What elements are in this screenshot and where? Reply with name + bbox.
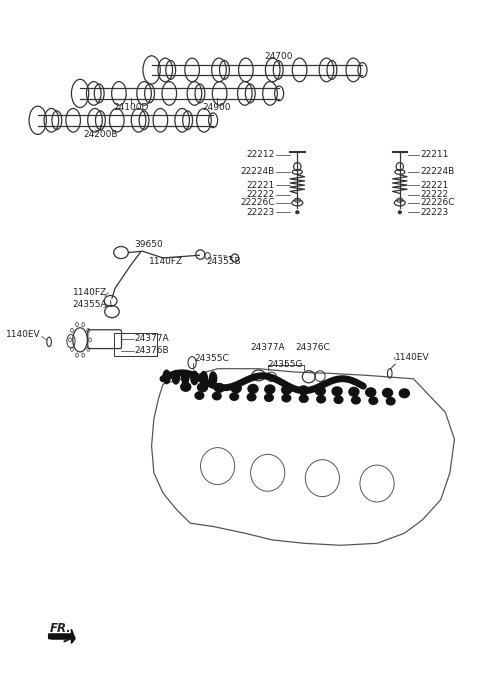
Ellipse shape (383, 389, 393, 397)
Ellipse shape (195, 392, 204, 399)
Ellipse shape (398, 211, 402, 214)
Text: 39650: 39650 (135, 240, 164, 249)
Text: 1140FZ: 1140FZ (73, 288, 108, 297)
Ellipse shape (163, 370, 170, 384)
Ellipse shape (399, 389, 409, 397)
Ellipse shape (248, 385, 258, 393)
Ellipse shape (265, 385, 275, 394)
Text: 24376C: 24376C (295, 343, 330, 352)
Text: 24100D: 24100D (113, 104, 149, 112)
Ellipse shape (332, 387, 342, 395)
Text: 1140EV: 1140EV (395, 353, 430, 362)
Ellipse shape (317, 395, 325, 403)
Ellipse shape (215, 383, 224, 392)
Text: 24377A: 24377A (135, 334, 169, 343)
Text: 22221: 22221 (420, 181, 448, 190)
Text: 22224B: 22224B (240, 167, 275, 177)
Text: 22222: 22222 (246, 190, 275, 199)
Bar (114, 333, 157, 356)
Text: 1140EV: 1140EV (6, 330, 41, 339)
Text: 1140FZ: 1140FZ (149, 257, 183, 266)
Text: 22222: 22222 (420, 190, 448, 199)
Text: 24377A: 24377A (251, 343, 285, 352)
Ellipse shape (181, 383, 191, 391)
Text: 24900: 24900 (203, 104, 231, 112)
Ellipse shape (191, 371, 198, 385)
Ellipse shape (247, 393, 256, 401)
Text: 24355G: 24355G (267, 360, 303, 369)
Ellipse shape (264, 394, 273, 401)
Text: 22212: 22212 (246, 150, 275, 159)
Text: 22223: 22223 (420, 208, 448, 217)
Text: FR.: FR. (50, 622, 72, 635)
Ellipse shape (200, 372, 207, 385)
Ellipse shape (213, 393, 221, 400)
Text: 24200B: 24200B (83, 131, 118, 139)
Text: 24355C: 24355C (194, 354, 228, 363)
Ellipse shape (386, 397, 395, 405)
Ellipse shape (296, 211, 299, 214)
Text: 22223: 22223 (246, 208, 275, 217)
Ellipse shape (300, 395, 308, 402)
Ellipse shape (366, 388, 376, 397)
Ellipse shape (172, 370, 180, 384)
Ellipse shape (209, 372, 216, 385)
Ellipse shape (349, 387, 359, 396)
Ellipse shape (299, 386, 309, 395)
Text: 22211: 22211 (420, 150, 449, 159)
Ellipse shape (282, 395, 291, 402)
Ellipse shape (351, 397, 360, 404)
Text: 22226C: 22226C (420, 198, 455, 207)
Text: 24355B: 24355B (206, 257, 241, 266)
Ellipse shape (369, 397, 378, 404)
Text: 24376B: 24376B (135, 346, 169, 355)
Text: 22226C: 22226C (240, 198, 275, 207)
Ellipse shape (230, 393, 239, 400)
Text: 24355A: 24355A (73, 301, 108, 309)
Ellipse shape (231, 384, 241, 393)
Ellipse shape (198, 383, 207, 392)
Text: 24700: 24700 (265, 52, 293, 61)
Ellipse shape (282, 385, 292, 394)
Polygon shape (48, 629, 75, 643)
Ellipse shape (181, 371, 189, 385)
Ellipse shape (334, 396, 343, 403)
Text: 22224B: 22224B (420, 167, 455, 177)
Ellipse shape (315, 387, 325, 395)
Text: 22221: 22221 (246, 181, 275, 190)
